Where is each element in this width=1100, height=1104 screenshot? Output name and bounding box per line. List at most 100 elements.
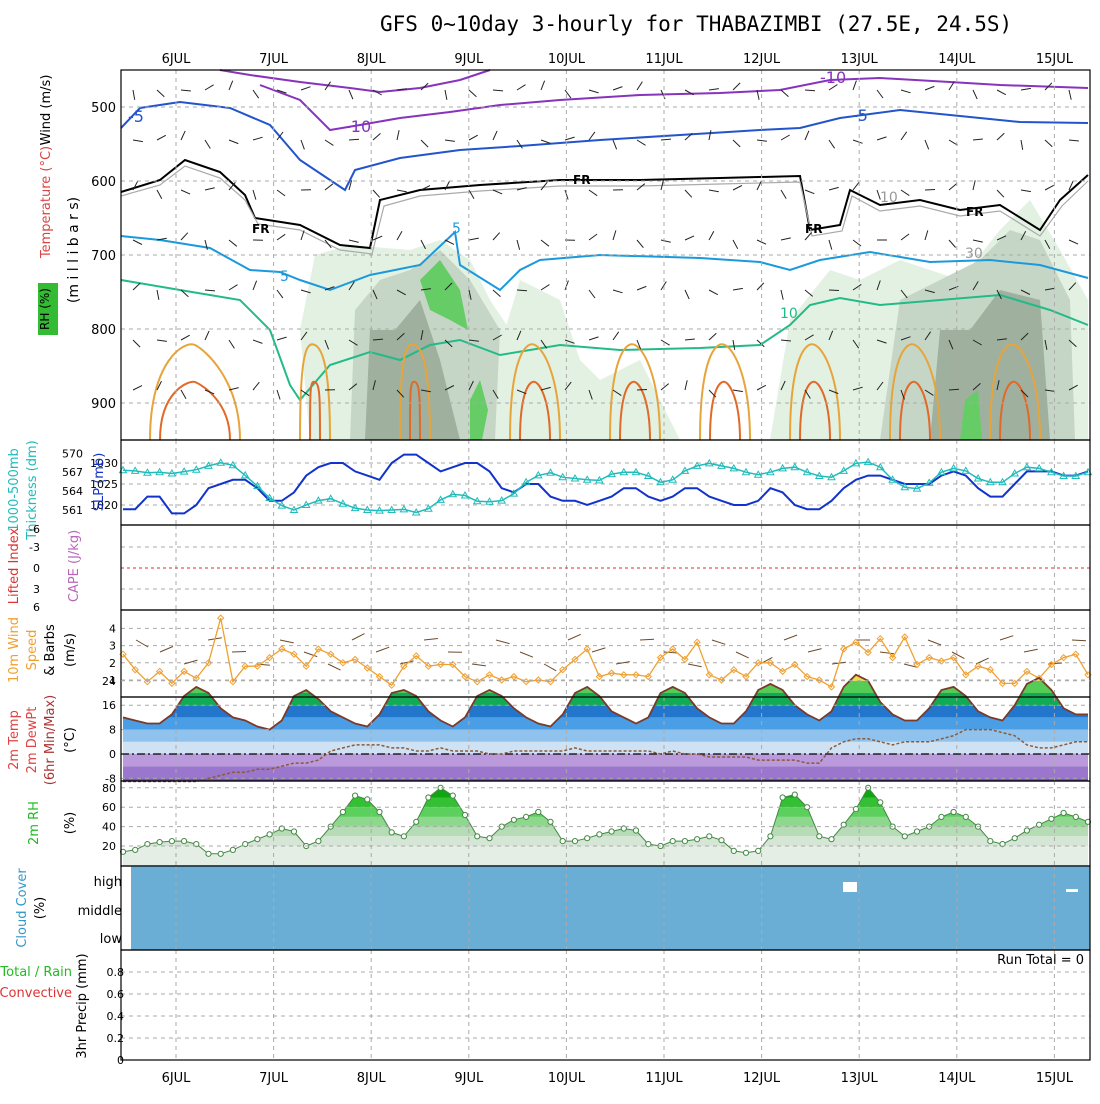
axis-label-millibars: (m i l l i b a r s): [66, 197, 82, 303]
wind-barb-10m: [160, 647, 173, 653]
li-tick-label: 3: [33, 583, 40, 596]
temperature-band: [121, 717, 1090, 729]
rh-point: [585, 836, 590, 841]
wind-barb-10m: [184, 660, 198, 664]
temperature-tick-label: 24: [102, 675, 116, 688]
rh-band: [121, 846, 1090, 865]
rh-point: [389, 830, 394, 835]
wind-barb: [805, 90, 815, 91]
temperature-band: [121, 730, 1090, 742]
precip-frame: [121, 950, 1090, 1060]
run-total-label: Run Total = 0: [997, 953, 1084, 968]
cloud-level-label: high: [94, 875, 122, 890]
wind-barb-10m: [280, 640, 294, 643]
rh-point: [133, 847, 138, 852]
wind-tick-label: 3: [109, 640, 116, 653]
legend-convective: Convective: [0, 986, 72, 1001]
cloud-gap: [1066, 889, 1078, 892]
rh-point: [365, 797, 370, 802]
pressure-tick-label: 900: [91, 397, 116, 412]
contour-label: 10: [780, 306, 798, 322]
axis-label-thickness-a: 1000-500mb: [7, 448, 22, 532]
rh-point: [597, 832, 602, 837]
rh-point: [291, 829, 296, 834]
wind-barb: [517, 290, 527, 291]
rh-point: [682, 839, 687, 844]
wind-barb-10m: [544, 664, 556, 671]
wind-barb-10m: [1024, 649, 1038, 652]
thickness-tick-label: 567: [62, 466, 83, 479]
wind-barb-10m: [328, 664, 341, 670]
wind-barb: [925, 190, 935, 191]
rh-point: [609, 829, 614, 834]
rh-point: [572, 839, 577, 844]
date-label-bottom: 6JUL: [162, 1071, 192, 1086]
temperature-tick-label: 8: [109, 724, 116, 737]
temperature-band: [121, 778, 1090, 790]
wind-tick-label: 4: [109, 622, 116, 635]
contour-label: -10: [820, 68, 846, 87]
rh-point: [695, 837, 700, 842]
rh-point: [878, 800, 883, 805]
axis-label-wind10-c: & Barbs: [43, 624, 58, 676]
axis-label-wind10-b: Speed: [25, 630, 40, 671]
thickness-tick-label: 561: [62, 504, 83, 517]
thickness-tick-label: 570: [62, 447, 83, 460]
rh-point: [792, 792, 797, 797]
axis-label-temp-unit: (°C): [63, 727, 78, 753]
axis-label-wind: Wind (m/s): [39, 75, 54, 146]
wind-barb-10m: [496, 640, 510, 644]
date-label-top: 7JUL: [259, 52, 289, 67]
rh-point: [218, 851, 223, 856]
rh-point: [1073, 814, 1078, 819]
temperature-tick-label: 16: [102, 699, 116, 712]
rh-point: [756, 848, 761, 853]
date-label-bottom: 15JUL: [1036, 1071, 1074, 1086]
contour-label: 5: [280, 269, 289, 285]
pressure-frame: [121, 440, 1090, 525]
axis-label-cape: CAPE (J/kg): [67, 530, 82, 602]
rh-tick-label: 60: [102, 801, 116, 814]
rh-band: [121, 817, 1090, 827]
rh-point: [267, 832, 272, 837]
rh-point: [951, 809, 956, 814]
cloud-level-label: low: [100, 932, 123, 947]
rh-point: [340, 809, 345, 814]
wind-tick-label: 2: [109, 657, 116, 670]
axis-label-temp-a: 2m Temp: [7, 710, 22, 770]
rh-point: [255, 837, 260, 842]
rh-point: [719, 838, 724, 843]
wind-barb-10m: [712, 640, 725, 644]
rh-point: [743, 850, 748, 855]
rh-tick-label: 20: [102, 840, 116, 853]
wind-barb-10m: [568, 634, 581, 640]
rh-point: [450, 793, 455, 798]
rh-point: [157, 840, 162, 845]
wind-barb-10m: [736, 652, 749, 658]
axis-label-rh2m-unit: (%): [63, 812, 78, 835]
cloud-gap: [843, 882, 857, 892]
rh-point: [1024, 828, 1029, 833]
contour-label: FR: [966, 205, 983, 219]
li-tick-label: 6: [33, 601, 40, 614]
rh-point: [963, 814, 968, 819]
wind-barb: [637, 390, 647, 391]
contour-label: -10: [345, 117, 371, 136]
temperature-band: [121, 705, 1090, 717]
rh-point: [487, 836, 492, 841]
axis-label-slp: SLP (mb): [92, 453, 107, 512]
rh-point: [536, 809, 541, 814]
pressure-tick-label: 800: [91, 323, 116, 338]
cloud-cover-fill: [131, 866, 1090, 950]
rh-point: [169, 839, 174, 844]
date-label-top: 11JUL: [645, 52, 683, 67]
cloud-level-label: middle: [78, 904, 122, 919]
li-tick-label: 0: [33, 562, 40, 575]
rh-point: [914, 829, 919, 834]
wind-frame: [121, 610, 1090, 697]
date-label-top: 15JUL: [1036, 52, 1074, 67]
date-label-bottom: 9JUL: [454, 1071, 484, 1086]
date-label-top: 6JUL: [162, 52, 192, 67]
rh-band: [121, 836, 1090, 846]
